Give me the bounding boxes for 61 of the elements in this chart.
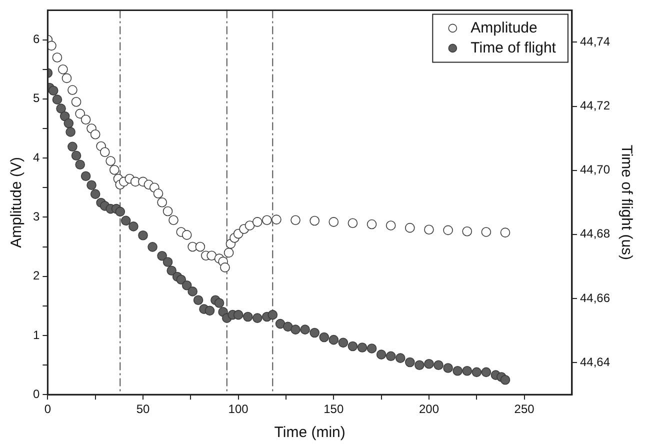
point	[224, 248, 234, 258]
point	[153, 188, 164, 198]
y2-tick-label: 44,72	[580, 98, 610, 113]
y-tick-label: 4	[32, 150, 40, 164]
point	[481, 227, 492, 237]
y2-axis-title: Time of flight (us)	[618, 144, 635, 260]
x-tick-label: 50	[136, 402, 150, 416]
point	[262, 215, 272, 226]
point	[162, 206, 173, 216]
y2-tick-label: 44,74	[580, 34, 610, 49]
point	[58, 64, 68, 74]
point	[71, 96, 82, 107]
point	[462, 226, 472, 236]
point	[386, 220, 396, 230]
y-tick-label: 2	[32, 268, 40, 283]
point	[206, 250, 217, 261]
x-tick-label: 150	[324, 402, 344, 416]
x-tick-label: 200	[418, 402, 440, 416]
point	[106, 156, 116, 166]
point	[100, 147, 110, 158]
point	[328, 217, 339, 227]
point	[62, 73, 72, 84]
y-tick-label: 0	[32, 386, 40, 401]
point	[48, 40, 56, 51]
point	[424, 224, 434, 235]
x-tick-label: 100	[228, 402, 249, 416]
point	[75, 108, 85, 119]
point	[366, 219, 377, 230]
point	[290, 215, 300, 226]
point	[348, 218, 358, 228]
point	[220, 262, 230, 272]
point	[110, 164, 120, 175]
legend-label: Time of flight	[470, 39, 557, 56]
point	[182, 230, 192, 240]
y-tick-label: 1	[32, 328, 40, 342]
y-tick-label: 3	[32, 209, 40, 224]
point	[500, 228, 510, 238]
y-axis-title: Amplitude (V)	[8, 156, 26, 248]
y2-tick-label: 44,68	[580, 226, 610, 241]
x-tick-label: 250	[514, 402, 535, 416]
point	[52, 52, 62, 62]
y-tick-label: 6	[32, 32, 40, 46]
point	[157, 198, 167, 208]
point	[272, 214, 282, 224]
point	[252, 217, 262, 227]
point	[68, 85, 78, 95]
point	[244, 220, 255, 230]
y2-tick-label: 44,70	[580, 162, 610, 177]
point	[168, 215, 178, 226]
y-tick-label: 5	[32, 91, 40, 106]
y2-tick-label: 44,66	[580, 290, 610, 305]
x-axis-title: Time (min)	[274, 424, 346, 442]
point	[405, 222, 415, 233]
x-tick-label: 0	[44, 402, 52, 416]
point	[443, 225, 453, 236]
point	[80, 114, 91, 125]
point	[310, 216, 320, 226]
point	[90, 129, 100, 140]
legend-label: Amplitude	[470, 19, 538, 36]
point	[195, 242, 206, 252]
y2-tick-label: 44,64	[580, 354, 610, 369]
